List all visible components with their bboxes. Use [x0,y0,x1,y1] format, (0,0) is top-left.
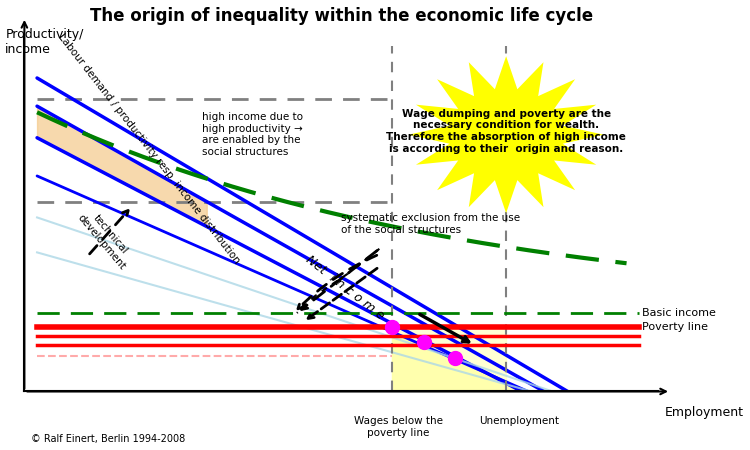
Text: Labour demand / productivity resp. income distribution: Labour demand / productivity resp. incom… [56,32,242,266]
Text: Productivity/
income: Productivity/ income [5,28,84,56]
Text: high income due to
high productivity →
are enabled by the
social structures: high income due to high productivity → a… [202,112,303,157]
Text: Net  i n c o m e: Net i n c o m e [303,253,387,323]
Text: systematic exclusion from the use
of the social structures: systematic exclusion from the use of the… [341,213,520,234]
Text: Basic income: Basic income [643,308,716,318]
Text: technical
development: technical development [75,205,136,271]
Text: Wages below the
poverty line: Wages below the poverty line [354,416,442,438]
Polygon shape [409,56,604,213]
Text: Poverty line: Poverty line [643,322,709,332]
Title: The origin of inequality within the economic life cycle: The origin of inequality within the econ… [90,7,592,25]
Text: Wage dumping and poverty are the
necessary condition for wealth.
Therefore the a: Wage dumping and poverty are the necessa… [386,109,626,153]
Text: Unemployment: Unemployment [478,416,559,427]
Text: Employment: Employment [664,406,743,419]
Text: © Ralf Einert, Berlin 1994-2008: © Ralf Einert, Berlin 1994-2008 [31,434,185,444]
